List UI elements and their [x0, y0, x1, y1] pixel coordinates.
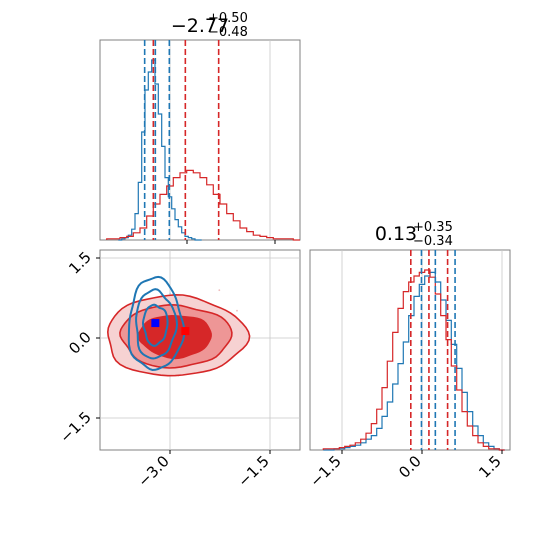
histogram-series-1: [106, 169, 300, 241]
panel-bottom-right-x-ticks: −1.5 0.0 1.5: [306, 450, 505, 491]
histogram-series-0: [118, 59, 202, 241]
panel-bottom-left-y-ticks: 1.5 0.0 −1.5: [56, 248, 100, 447]
title-2-minus: −0.34: [413, 234, 453, 249]
panel-bottom-right-title: 0.13: [375, 223, 417, 245]
y-tick-label: 0.0: [65, 328, 95, 358]
panel-bottom-right-quantile-lines: [409, 250, 456, 450]
panel-bottom-left: −3.0 −1.5 1.5 0.0 −1.5: [56, 248, 301, 491]
panel-top-left-quantile-lines: [143, 40, 220, 240]
x-tick-label: 0.0: [395, 452, 425, 482]
title-1-plus: +0.50: [208, 11, 248, 26]
title-2-plus: +0.35: [413, 220, 453, 235]
panel-top-left: −2.77 +0.50 −0.48: [99, 11, 301, 244]
panel-top-left-histograms: [106, 59, 300, 241]
panel-bottom-left-x-ticks: −3.0 −1.5: [134, 450, 273, 491]
panel-bottom-right: −1.5 0.0 1.5 0.13 +0.35 −0.34: [306, 220, 511, 491]
y-tick-label: −1.5: [56, 408, 94, 446]
scatter-point: [169, 292, 172, 295]
histogram-series-1: [322, 269, 505, 451]
x-tick-label: −3.0: [134, 452, 172, 490]
panel-top-left-frame: [99, 39, 301, 241]
panel-bottom-left-grid: [100, 250, 300, 450]
contour-blue-level-1: [135, 288, 179, 360]
title-1-minus: −0.48: [208, 25, 248, 40]
contour-blue-level-0: [127, 275, 186, 372]
y-tick-label: 1.5: [65, 248, 95, 278]
panel-top-left-title: −2.77: [171, 15, 229, 37]
title-2-median: 0.13: [375, 223, 417, 245]
x-tick-label: −1.5: [306, 452, 344, 490]
contour-blue-level-2: [141, 303, 169, 347]
title-1-median: −2.77: [171, 15, 229, 37]
x-tick-label: −1.5: [234, 452, 272, 490]
panel-bottom-right-histograms: [322, 269, 505, 451]
panel-bottom-left-markers: [151, 319, 190, 336]
peak-marker-red: [181, 327, 190, 336]
peak-marker-blue: [151, 319, 160, 328]
x-tick-label: 1.5: [475, 452, 505, 482]
scatter-point: [218, 289, 221, 292]
histogram-series-0: [323, 271, 505, 451]
scatter-point: [236, 309, 238, 312]
